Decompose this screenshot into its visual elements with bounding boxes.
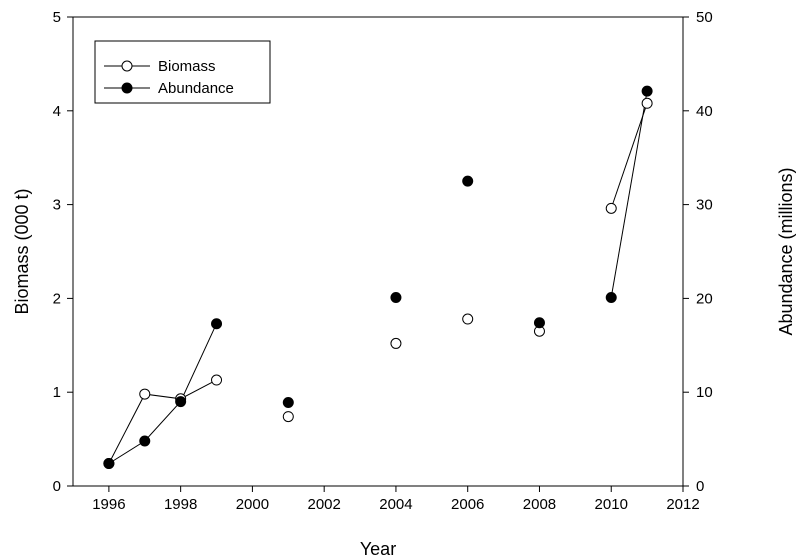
y-axis-title-left: Biomass (000 t)	[12, 188, 32, 314]
series-line-abundance	[610, 91, 648, 298]
x-tick-label: 2012	[666, 496, 699, 513]
x-tick-label: 2006	[451, 496, 484, 513]
y-tick-label-right: 40	[696, 103, 713, 120]
series-points	[103, 85, 653, 469]
data-point-biomass	[211, 374, 223, 386]
series-line-abundance	[108, 323, 217, 464]
data-point-abundance	[103, 457, 115, 469]
series-line-biomass	[108, 379, 217, 464]
x-tick-label: 2010	[595, 496, 628, 513]
data-point-abundance	[605, 291, 617, 303]
x-tick-label: 2004	[379, 496, 412, 513]
legend: Biomass Abundance	[94, 40, 271, 104]
y-tick-label-left: 0	[53, 478, 61, 495]
x-axis-title: Year	[360, 539, 396, 559]
data-point-biomass	[605, 202, 617, 214]
data-point-abundance	[175, 396, 187, 408]
x-tick-label: 2002	[307, 496, 340, 513]
y-tick-label-right: 20	[696, 290, 713, 307]
y-tick-label-right: 10	[696, 384, 713, 401]
y-tick-label-left: 5	[53, 9, 61, 26]
plot-border	[72, 16, 684, 487]
x-tick-label: 2000	[236, 496, 269, 513]
y-tick-label-right: 0	[696, 478, 704, 495]
legend-marker	[121, 82, 133, 94]
data-point-abundance	[282, 397, 294, 409]
x-tick-label: 1998	[164, 496, 197, 513]
data-point-biomass	[139, 388, 151, 400]
data-point-abundance	[390, 291, 402, 303]
y-tick-label-right: 30	[696, 197, 713, 214]
legend-label: Abundance	[158, 80, 234, 97]
y-tick-label-left: 2	[53, 290, 61, 307]
data-point-biomass	[462, 313, 474, 325]
x-tick-label: 1996	[92, 496, 125, 513]
y-tick-label-left: 3	[53, 197, 61, 214]
legend-label: Biomass	[158, 58, 216, 75]
legend-marker	[121, 60, 133, 72]
data-point-biomass	[282, 411, 294, 423]
series-line-biomass	[610, 103, 648, 209]
y-tick-label-left: 1	[53, 384, 61, 401]
y-axis-title-right: Abundance (millions)	[776, 167, 796, 335]
data-point-abundance	[641, 85, 653, 97]
plot-frame	[72, 16, 684, 487]
data-point-abundance	[211, 318, 223, 330]
y-tick-label-left: 4	[53, 103, 61, 120]
axis-ticks: 1996 1998 2000 2002 2004 2006 2008 2010 20120123…	[53, 9, 713, 513]
x-tick-label: 2008	[523, 496, 556, 513]
data-point-abundance	[462, 175, 474, 187]
y-tick-label-right: 50	[696, 9, 713, 26]
data-point-biomass	[641, 97, 653, 109]
series-lines	[108, 91, 648, 464]
data-point-abundance	[139, 435, 151, 447]
data-point-abundance	[533, 317, 545, 329]
data-point-biomass	[390, 337, 402, 349]
